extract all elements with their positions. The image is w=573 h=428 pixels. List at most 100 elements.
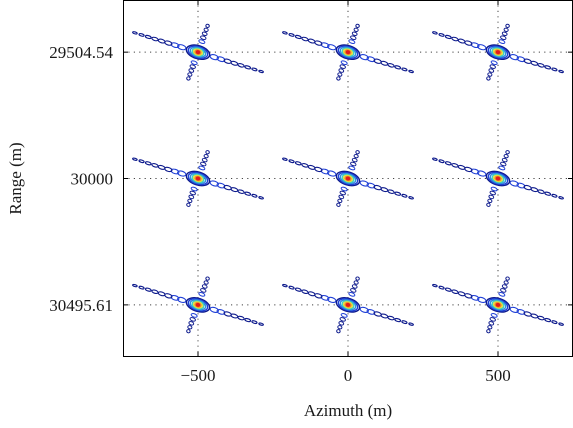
sidelobe-ring	[451, 163, 459, 168]
sidelobe-ring	[251, 320, 258, 325]
sidelobe-ring	[486, 329, 491, 334]
sidelobe-ring	[307, 38, 316, 44]
sidelobe-ring	[301, 163, 309, 168]
sidelobe-ring	[444, 161, 452, 166]
sidelobe-ring	[355, 150, 360, 155]
sidelobe-ring	[470, 42, 480, 49]
x-axis-label: Azimuth (m)	[304, 401, 392, 420]
sidelobe-ring	[132, 157, 138, 161]
sidelobe-ring	[503, 27, 509, 32]
sidelobe-ring	[355, 23, 360, 28]
sidelobe-ring	[537, 315, 545, 321]
sidelobe-ring	[144, 287, 152, 292]
sidelobe-ring	[258, 196, 264, 200]
sidelobe-ring	[251, 67, 258, 72]
sidelobe-ring	[301, 36, 309, 42]
sidelobe-ring	[432, 31, 438, 35]
sidelobe-ring	[438, 159, 445, 164]
sidelobe-ring	[336, 202, 341, 207]
sidelobe-ring	[490, 60, 498, 66]
sidelobe-ring	[294, 34, 302, 40]
sidelobe-ring	[353, 153, 359, 159]
sidelobe-ring	[516, 308, 526, 315]
sidelobe-ring	[320, 294, 330, 301]
sidelobe-ring	[551, 67, 558, 72]
sidelobe-ring	[282, 31, 288, 35]
sidelobe-ring	[201, 284, 208, 289]
sidelobe-ring	[132, 31, 138, 35]
sidelobe-main-3	[132, 157, 264, 200]
sidelobe-ring	[516, 182, 526, 189]
sidelobe-ring	[170, 42, 180, 49]
sidelobe-ring	[457, 164, 466, 170]
sidelobe-ring	[498, 39, 506, 44]
sidelobe-ring	[190, 313, 198, 318]
sidelobe-ring	[438, 285, 445, 290]
sidelobe-ring	[516, 56, 526, 63]
sidelobe-cross-0	[186, 23, 210, 81]
contour-level-6	[345, 302, 351, 307]
contour-level-3	[491, 173, 505, 184]
sidelobe-ring	[187, 325, 193, 330]
x-tick-label-0: −500	[180, 366, 215, 385]
sidelobe-ring	[394, 65, 402, 70]
main-lobe-6	[185, 297, 211, 313]
sidelobe-main-5	[432, 157, 564, 200]
sidelobe-ring	[132, 283, 138, 288]
sidelobe-ring	[237, 63, 245, 68]
y-tick-label-1: 30000	[71, 170, 114, 189]
sidelobe-ring	[505, 150, 510, 155]
sidelobe-ring	[187, 198, 193, 204]
sidelobe-ring	[351, 31, 358, 36]
sidelobe-ring	[366, 182, 376, 189]
point-target-5	[432, 150, 564, 207]
sidelobe-ring	[188, 321, 195, 326]
sidelobe-ring	[366, 56, 376, 63]
sidelobe-ring	[294, 287, 302, 292]
sidelobe-ring	[530, 187, 539, 193]
sidelobe-ring	[138, 33, 145, 37]
sidelobe-ring	[351, 157, 358, 163]
contour-level-6	[345, 50, 351, 55]
contour-level-2	[489, 299, 507, 311]
sidelobe-ring	[387, 315, 395, 321]
contour-level-2	[489, 172, 507, 185]
sidelobe-ring	[189, 64, 196, 69]
sidelobe-ring	[187, 72, 193, 77]
sidelobe-ring	[401, 67, 408, 72]
contour-level-0	[185, 170, 211, 187]
main-lobe-4	[335, 170, 361, 187]
sidelobe-ring	[201, 31, 208, 36]
point-target-7	[282, 276, 414, 334]
contour-level-2	[189, 46, 207, 58]
sidelobe-ring	[558, 196, 564, 200]
sidelobe-main-1	[282, 31, 414, 74]
sidelobe-ring	[387, 189, 395, 194]
contour-level-0	[185, 44, 211, 60]
sidelobe-ring	[348, 39, 356, 44]
sidelobe-ring	[340, 60, 348, 66]
sidelobe-ring	[190, 186, 198, 192]
y-axis-label: Range (m)	[6, 142, 25, 214]
sidelobe-cross-5	[486, 150, 510, 207]
sidelobe-ring	[551, 193, 558, 198]
contour-level-1	[337, 298, 359, 312]
sidelobe-ring	[401, 320, 408, 325]
sidelobe-ring	[186, 202, 191, 207]
sidelobe-ring	[387, 63, 395, 68]
sidelobe-ring	[487, 72, 493, 77]
sidelobe-ring	[351, 284, 358, 289]
sidelobe-ring	[190, 60, 198, 66]
sidelobe-ring	[170, 168, 180, 175]
sidelobe-ring	[339, 317, 346, 322]
sidelobe-ring	[337, 325, 343, 330]
sidelobe-ring	[244, 65, 252, 70]
sidelobe-ring	[170, 294, 180, 301]
contour-level-3	[341, 47, 355, 57]
sidelobe-ring	[320, 42, 330, 49]
sidelobe-ring	[258, 69, 264, 74]
sidelobe-ring	[138, 285, 145, 290]
sidelobe-ring	[230, 313, 239, 319]
